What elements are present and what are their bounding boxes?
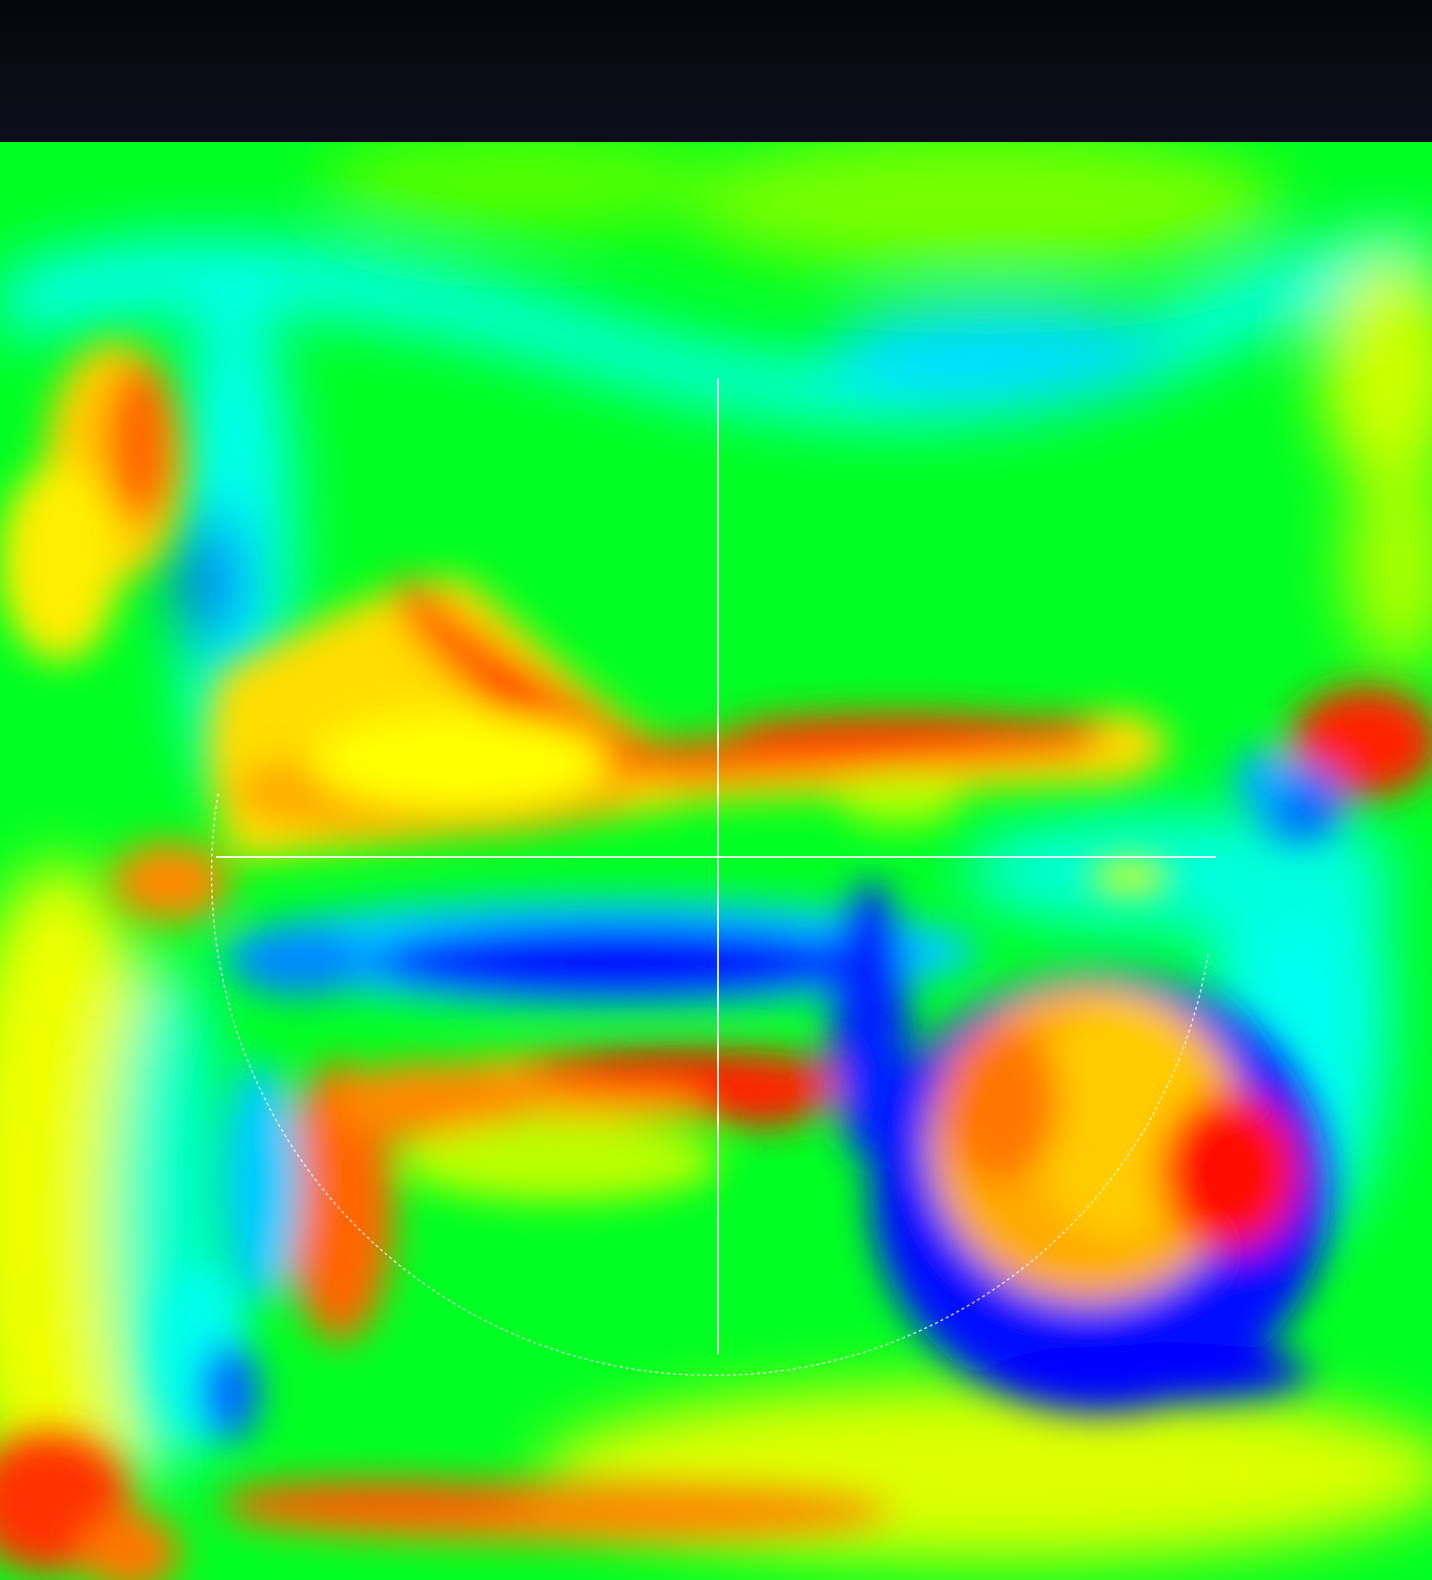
guide-circle-arc <box>210 793 1209 1377</box>
heatmap-image <box>0 142 1432 1580</box>
heatmap-viewport[interactable] <box>0 142 1432 1580</box>
top-bar <box>0 0 1432 142</box>
heatmap-detail-layer <box>0 342 1432 1580</box>
measurement-overlay <box>210 378 1216 1377</box>
